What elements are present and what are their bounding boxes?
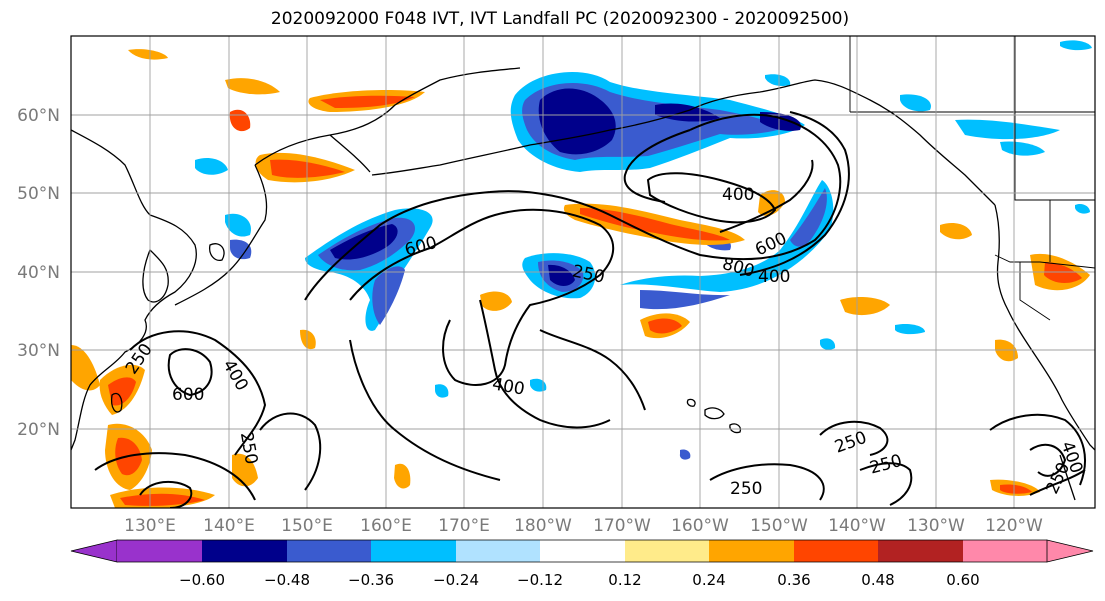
colorbar-segment [963,540,1047,562]
hawaii-islands [704,407,725,420]
colorbar-segment [625,540,709,562]
colorbar-tick-label: 0.12 [608,571,641,589]
lon-label: 140°W [828,516,886,536]
lon-label: 170°W [593,516,651,536]
colorbar-segment [878,540,963,562]
colorbar-tick-label: −0.24 [433,571,479,589]
country-borders [849,36,1095,321]
colorbar-ticks: −0.60 −0.48 −0.36 −0.24 −0.12 0.12 0.24 … [179,571,980,589]
colorbar-tick-label: −0.36 [348,571,394,589]
colorbar-segment [117,540,202,562]
lon-label: 130°W [907,516,965,536]
colorbar-segment [456,540,540,562]
colorbar [70,539,1094,563]
kamchatka-coastline [254,67,521,166]
longitude-labels: 130°E 140°E 150°E 160°E 170°E 180°W 170°… [124,516,1043,536]
lon-label: 150°W [750,516,808,536]
colorbar-segment [371,540,456,562]
asia-coastline [71,129,197,451]
colorbar-tick-label: −0.48 [264,571,310,589]
colorbar-tick-label: −0.12 [517,571,563,589]
contour-label: 250 [730,479,762,499]
contour-250-outer [304,113,842,301]
latitude-labels: 60°N 50°N 40°N 30°N 20°N [17,106,60,440]
taiwan-coastline [110,392,123,413]
colorbar-tick-label: 0.24 [692,571,725,589]
lat-label: 50°N [17,184,60,204]
contour-label: 400 [758,267,790,287]
coastlines [71,67,1095,501]
lon-label: 160°W [671,516,729,536]
map-title: 2020092000 F048 IVT, IVT Landfall PC (20… [270,9,850,29]
lat-label: 60°N [17,106,60,126]
map-frame [70,35,1096,509]
contour-400-swirl [646,172,777,224]
colorbar-tick-label: 0.48 [861,571,894,589]
contour-label: 600 [172,385,204,405]
contour-250-east [709,463,825,501]
lon-label: 180°W [514,516,572,536]
contour-250-inner [349,208,615,386]
lon-label: 160°E [360,516,412,536]
colorbar-segment [202,540,287,562]
colorbar-tick-label: 0.36 [777,571,810,589]
colorbar-extend-right [1046,539,1094,563]
aleutian-islands [371,109,691,176]
contour-label: 400 [722,185,754,205]
lon-label: 130°E [124,516,176,536]
colorbar-tick-label: 0.60 [946,571,979,589]
lon-label: 120°W [985,516,1043,536]
na-west-coastline [994,204,1095,451]
contour-600-west [167,348,213,397]
colorbar-segment [709,540,794,562]
lon-label: 150°E [281,516,333,536]
lat-label: 30°N [17,341,60,361]
colorbar-extend-left [70,539,118,563]
lon-label: 140°E [203,516,255,536]
colorbar-segment [794,540,878,562]
lat-label: 20°N [17,420,60,440]
alaska-coastline [689,79,996,206]
lon-label: 170°E [438,516,490,536]
japan-coastline [174,164,268,306]
colorbar-tick-label: −0.60 [179,571,225,589]
gridlines [71,36,1095,508]
colorbar-segment [287,540,371,562]
korea-coastline [142,248,169,303]
colorbar-segment [540,540,625,562]
lat-label: 40°N [17,263,60,283]
ivt-contours [94,111,1086,508]
map-area: 400 600 800 400 250 400 600 400 250 250 … [71,36,1095,508]
